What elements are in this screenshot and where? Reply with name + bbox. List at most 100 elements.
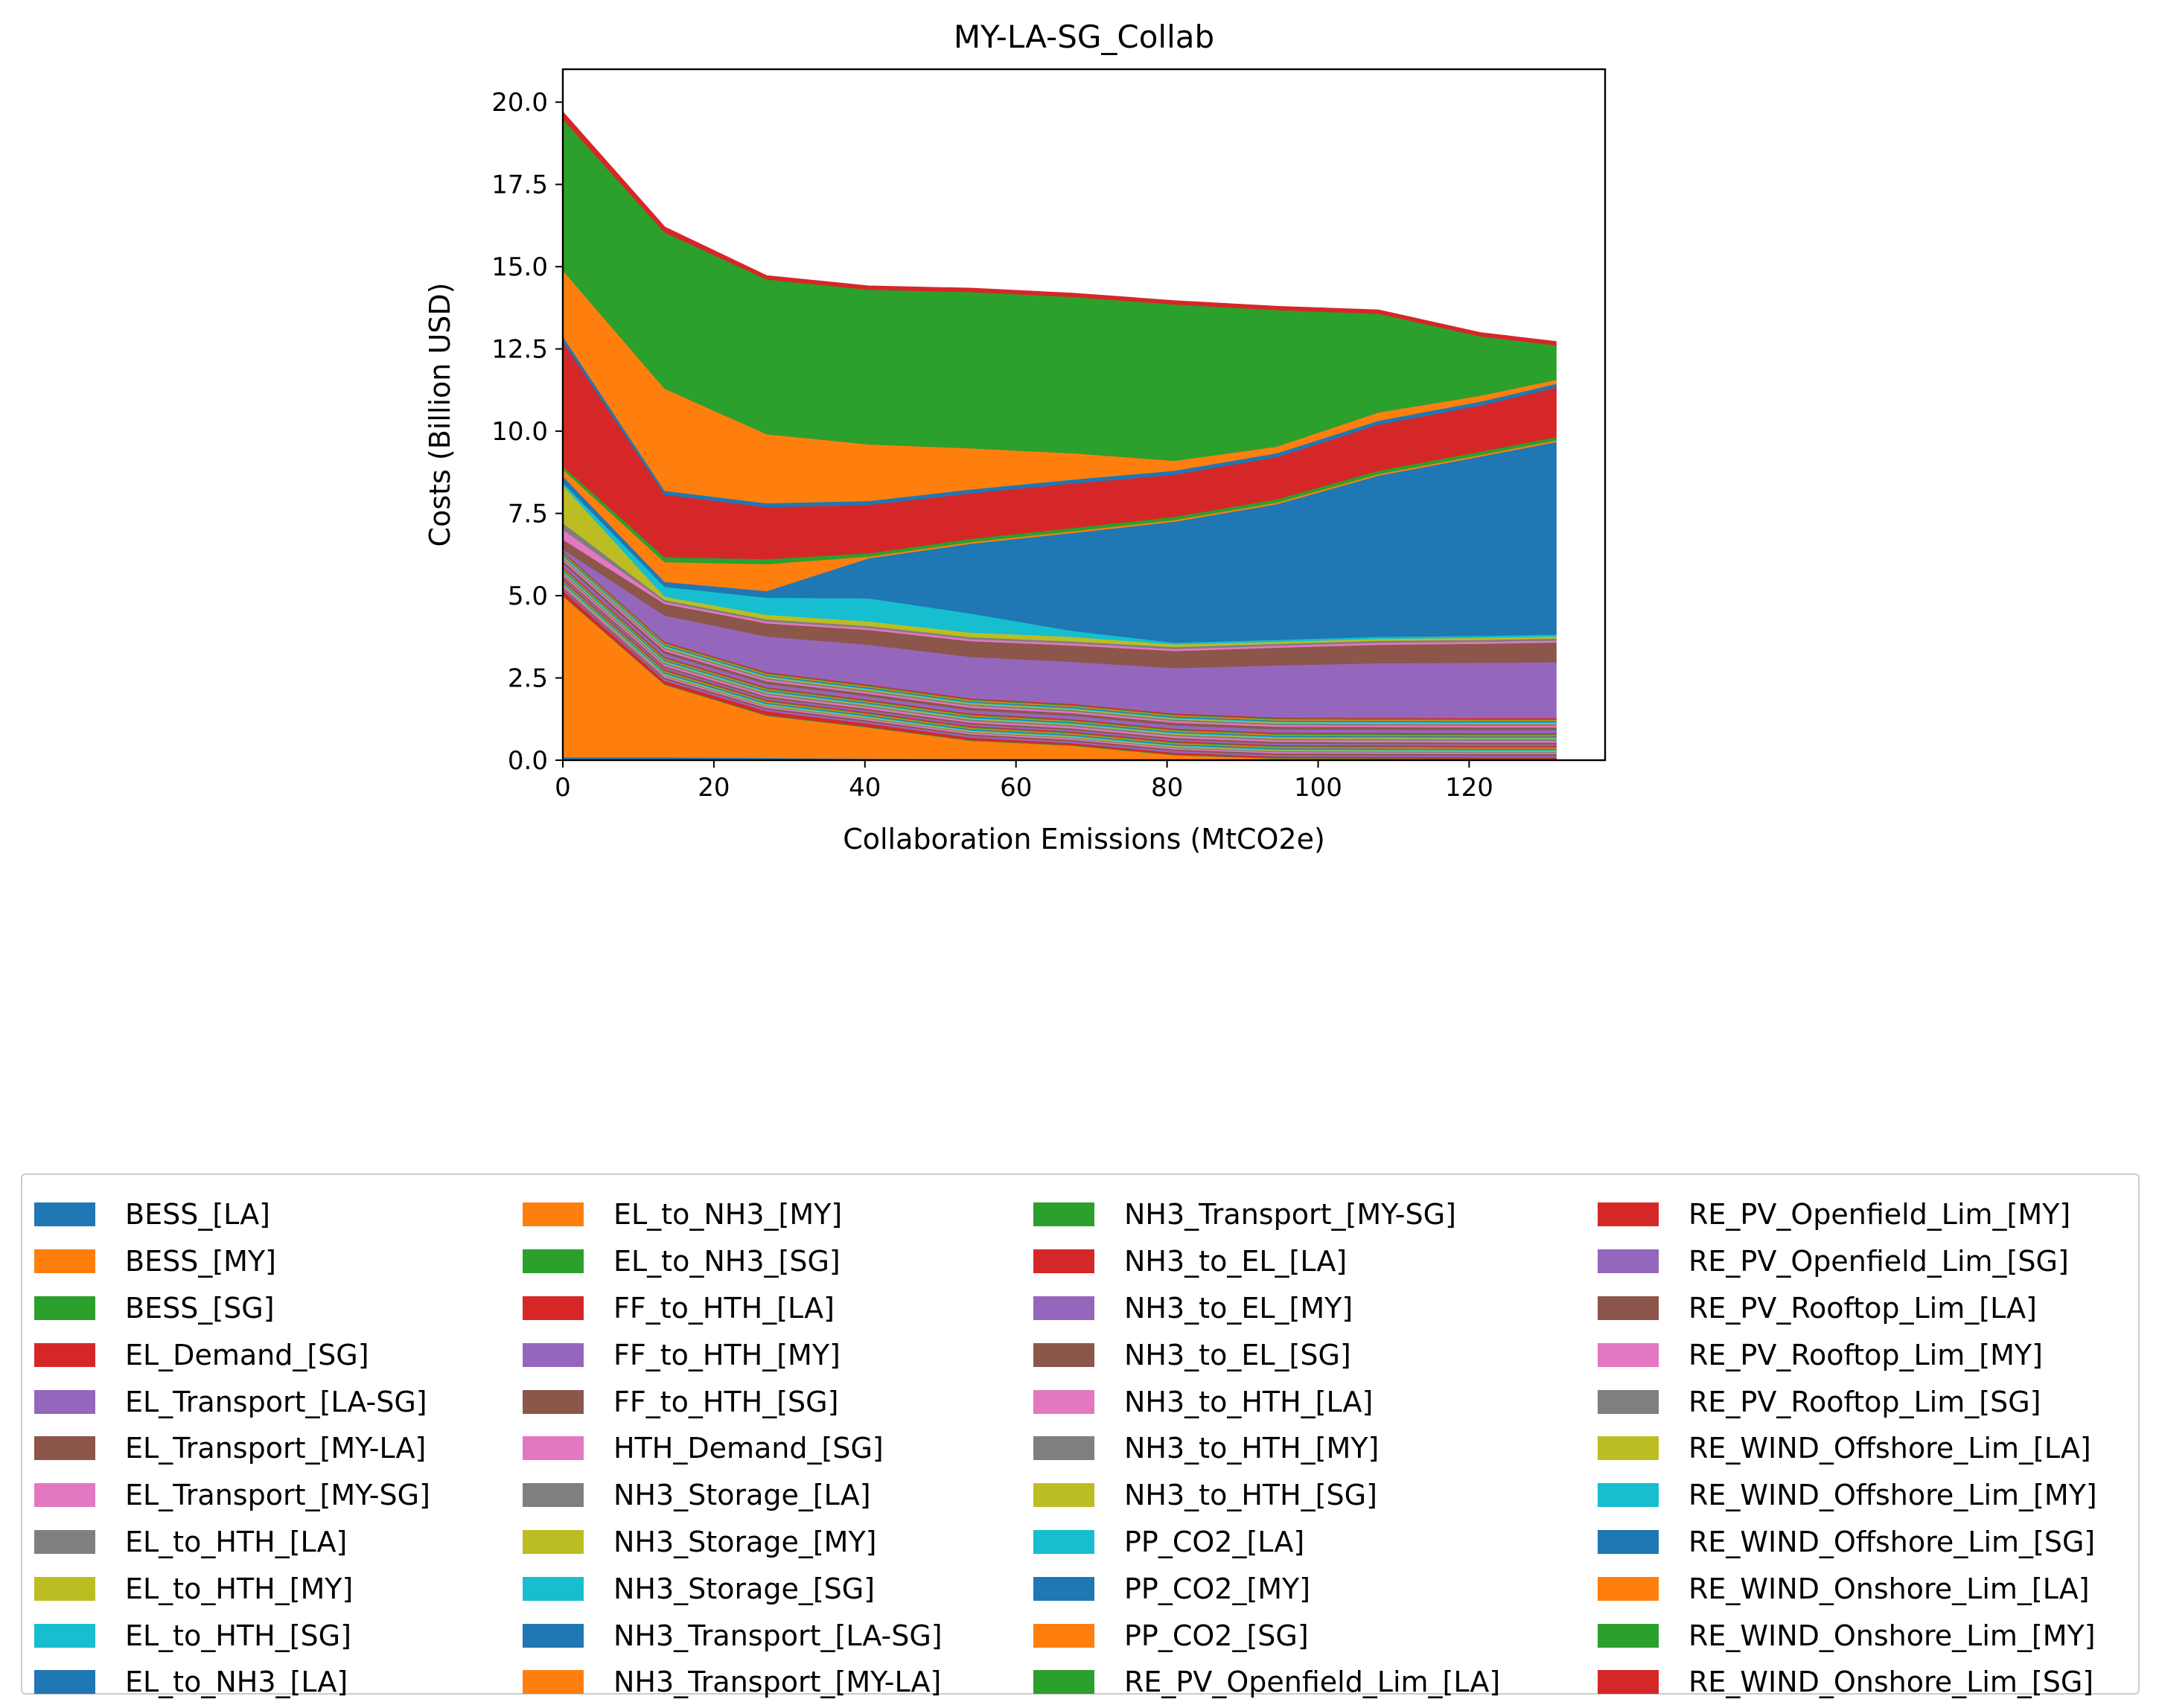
legend-swatch xyxy=(523,1623,584,1648)
legend-item: RE_WIND_Offshore_Lim_[SG] xyxy=(1598,1519,2097,1566)
legend-item: RE_WIND_Onshore_Lim_[MY] xyxy=(1598,1612,2097,1659)
x-axis-label: Collaboration Emissions (MtCO2e) xyxy=(843,823,1325,855)
legend-label: RE_WIND_Offshore_Lim_[LA] xyxy=(1688,1432,2091,1465)
legend-label: RE_PV_Openfield_Lim_[LA] xyxy=(1124,1666,1501,1699)
legend-item: RE_PV_Rooftop_Lim_[MY] xyxy=(1598,1331,2097,1378)
legend-swatch xyxy=(34,1389,95,1414)
legend-label: RE_PV_Openfield_Lim_[SG] xyxy=(1688,1245,2069,1278)
x-tick-label: 0 xyxy=(555,773,571,803)
legend-item: NH3_Storage_[MY] xyxy=(523,1519,943,1566)
y-axis-ticks: 0.0 2.5 5.0 7.5 10.0 12.5 15.0 17.5 20.0 xyxy=(491,88,563,776)
legend-item: NH3_to_EL_[MY] xyxy=(1033,1285,1500,1332)
legend-label: FF_to_HTH_[SG] xyxy=(613,1385,839,1418)
legend-item: RE_PV_Openfield_Lim_[MY] xyxy=(1598,1191,2097,1238)
legend-label: NH3_Transport_[MY-SG] xyxy=(1124,1198,1456,1231)
plot-frame xyxy=(561,68,1607,762)
legend-label: NH3_to_EL_[LA] xyxy=(1124,1245,1348,1278)
legend-label: RE_PV_Openfield_Lim_[MY] xyxy=(1688,1198,2071,1231)
legend-item: EL_to_HTH_[SG] xyxy=(34,1612,430,1659)
legend-swatch xyxy=(1598,1296,1659,1320)
legend-swatch xyxy=(523,1249,584,1274)
legend-item: NH3_Storage_[SG] xyxy=(523,1565,943,1612)
chart-legend: BESS_[LA] BESS_[MY] BESS_[SG] EL_Demand_[SG… xyxy=(21,1173,2140,1698)
legend-swatch xyxy=(523,1342,584,1367)
legend-swatch xyxy=(1598,1483,1659,1508)
legend-label: RE_WIND_Onshore_Lim_[MY] xyxy=(1688,1619,2096,1652)
x-tick-label: 60 xyxy=(1000,773,1032,803)
chart-title: MY-LA-SG_Collab xyxy=(954,19,1214,55)
legend-item: NH3_Storage_[LA] xyxy=(523,1472,943,1519)
legend-swatch xyxy=(1033,1576,1094,1601)
legend-item: RE_PV_Openfield_Lim_[LA] xyxy=(1033,1659,1500,1706)
legend-swatch xyxy=(1598,1529,1659,1554)
legend-item: EL_Demand_[SG] xyxy=(34,1331,430,1378)
y-tick-label: 20.0 xyxy=(491,88,548,118)
legend-item: NH3_to_EL_[SG] xyxy=(1033,1331,1500,1378)
legend-swatch xyxy=(34,1249,95,1274)
legend-item: RE_WIND_Offshore_Lim_[LA] xyxy=(1598,1425,2097,1472)
legend-label: NH3_to_HTH_[SG] xyxy=(1124,1479,1377,1512)
legend-column: NH3_Transport_[MY-SG] NH3_to_EL_[LA] NH3_t… xyxy=(1033,1191,1500,1706)
legend-item: FF_to_HTH_[MY] xyxy=(523,1331,943,1378)
legend-label: NH3_Transport_[LA-SG] xyxy=(613,1619,943,1652)
legend-swatch xyxy=(523,1529,584,1554)
legend-swatch xyxy=(1598,1202,1659,1227)
legend-item: RE_WIND_Onshore_Lim_[SG] xyxy=(1598,1659,2097,1706)
legend-label: EL_to_NH3_[LA] xyxy=(125,1666,348,1699)
legend-swatch xyxy=(1033,1436,1094,1461)
legend-item: EL_Transport_[MY-LA] xyxy=(34,1425,430,1472)
legend-label: NH3_to_EL_[MY] xyxy=(1124,1291,1353,1325)
y-tick-label: 0.0 xyxy=(508,746,548,776)
legend-swatch xyxy=(1033,1483,1094,1508)
legend-item: RE_PV_Rooftop_Lim_[SG] xyxy=(1598,1378,2097,1425)
legend-swatch xyxy=(523,1202,584,1227)
legend-label: BESS_[LA] xyxy=(125,1198,271,1231)
legend-item: BESS_[LA] xyxy=(34,1191,430,1238)
legend-swatch xyxy=(1033,1670,1094,1695)
legend-swatch xyxy=(1598,1576,1659,1601)
legend-label: RE_PV_Rooftop_Lim_[LA] xyxy=(1688,1291,2037,1325)
legend-swatch xyxy=(1033,1249,1094,1274)
legend-item: FF_to_HTH_[SG] xyxy=(523,1378,943,1425)
legend-item: EL_to_HTH_[LA] xyxy=(34,1519,430,1566)
legend-swatch xyxy=(34,1623,95,1648)
legend-item: EL_to_NH3_[SG] xyxy=(523,1238,943,1285)
legend-swatch xyxy=(34,1202,95,1227)
legend-swatch xyxy=(523,1576,584,1601)
legend-item: EL_Transport_[MY-SG] xyxy=(34,1472,430,1519)
legend-item: NH3_to_HTH_[SG] xyxy=(1033,1472,1500,1519)
y-tick-label: 7.5 xyxy=(508,500,548,529)
legend-label: EL_Demand_[SG] xyxy=(125,1338,369,1371)
y-tick-label: 5.0 xyxy=(508,581,548,611)
legend-label: EL_Transport_[LA-SG] xyxy=(125,1385,427,1418)
legend-label: NH3_Storage_[MY] xyxy=(613,1525,877,1558)
legend-label: NH3_to_HTH_[MY] xyxy=(1124,1432,1380,1465)
legend-swatch xyxy=(1598,1670,1659,1695)
legend-item: NH3_Transport_[MY-LA] xyxy=(523,1659,943,1706)
y-tick-label: 2.5 xyxy=(508,664,548,694)
legend-label: EL_Transport_[MY-LA] xyxy=(125,1432,427,1465)
legend-label: RE_PV_Rooftop_Lim_[MY] xyxy=(1688,1338,2043,1371)
legend-label: BESS_[MY] xyxy=(125,1245,276,1278)
legend-swatch xyxy=(1033,1389,1094,1414)
legend-swatch xyxy=(1598,1623,1659,1648)
legend-swatch xyxy=(523,1436,584,1461)
legend-label: RE_WIND_Offshore_Lim_[SG] xyxy=(1688,1525,2096,1558)
x-axis-ticks: 0 20 40 60 80 100 120 xyxy=(555,760,1493,803)
x-tick-label: 120 xyxy=(1445,773,1493,803)
legend-swatch xyxy=(1598,1249,1659,1274)
x-tick-label: 40 xyxy=(849,773,881,803)
legend-swatch xyxy=(523,1296,584,1320)
legend-item: NH3_to_HTH_[LA] xyxy=(1033,1378,1500,1425)
legend-column: EL_to_NH3_[MY] EL_to_NH3_[SG] FF_to_HTH_[L… xyxy=(523,1191,943,1706)
legend-item: NH3_to_HTH_[MY] xyxy=(1033,1425,1500,1472)
legend-item: PP_CO2_[SG] xyxy=(1033,1612,1500,1659)
legend-swatch xyxy=(34,1342,95,1367)
y-tick-label: 12.5 xyxy=(491,335,548,365)
area-el-demand-sg--47 xyxy=(562,110,1557,346)
legend-column: BESS_[LA] BESS_[MY] BESS_[SG] EL_Demand_[SG… xyxy=(34,1191,430,1706)
legend-label: RE_WIND_Offshore_Lim_[MY] xyxy=(1688,1479,2097,1512)
legend-item: EL_to_NH3_[MY] xyxy=(523,1191,943,1238)
x-tick-label: 20 xyxy=(698,773,730,803)
legend-label: EL_Transport_[MY-SG] xyxy=(125,1479,430,1512)
